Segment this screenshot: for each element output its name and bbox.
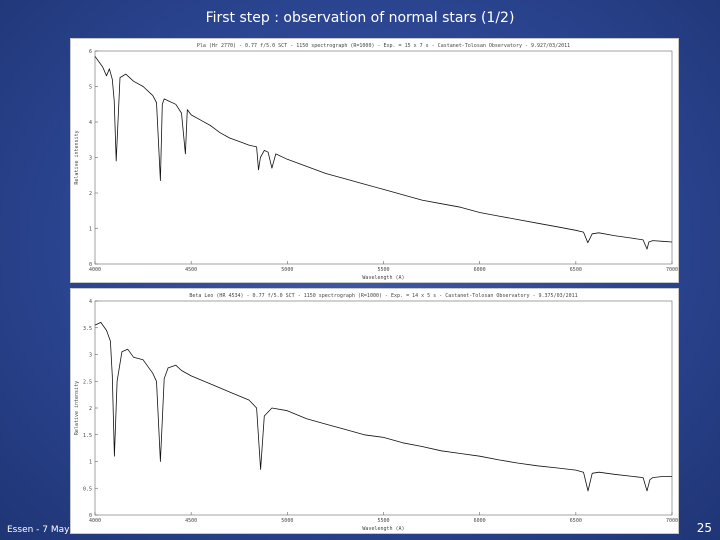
page-number: 25 <box>696 521 712 535</box>
x-tick-label: 6500 <box>570 518 582 524</box>
x-tick-label: 5000 <box>281 267 293 273</box>
x-tick-label: 7000 <box>666 267 678 273</box>
y-tick-label: 6 <box>89 49 92 55</box>
spectrum-line <box>94 56 673 250</box>
y-axis-label: Relative intensity <box>74 130 80 184</box>
x-tick-label: 6000 <box>474 518 486 524</box>
x-tick-label: 4500 <box>185 267 197 273</box>
x-tick-label: 4000 <box>89 267 101 273</box>
x-axis-label: Wavelength (A) <box>362 526 404 532</box>
y-tick-label: 3 <box>89 353 92 359</box>
chart-header: Pla (Hr 2770) - 0.77 f/5.0 SCT - 1150 sp… <box>197 43 570 49</box>
x-tick-label: 6500 <box>570 267 582 273</box>
spectrum-chart-top: Pla (Hr 2770) - 0.77 f/5.0 SCT - 1150 sp… <box>74 43 678 281</box>
x-tick-label: 4500 <box>185 518 197 524</box>
footer-text: Essen - 7 May 2 <box>7 525 79 535</box>
y-tick-label: 1 <box>89 460 92 466</box>
x-axis-label: Wavelength (A) <box>362 275 404 281</box>
y-tick-label: 1.5 <box>83 433 92 439</box>
spectrum-plot-bottom: Beta Leo (HR 4534) - 0.77 f/5.0 SCT - 11… <box>70 288 679 534</box>
y-tick-label: 1 <box>89 227 92 233</box>
x-tick-label: 5500 <box>377 518 389 524</box>
y-tick-label: 0 <box>89 262 92 268</box>
x-tick-label: 5000 <box>281 518 293 524</box>
plot-frame <box>94 50 673 265</box>
x-tick-label: 7000 <box>666 518 678 524</box>
chart-header: Beta Leo (HR 4534) - 0.77 f/5.0 SCT - 11… <box>189 293 577 299</box>
y-tick-label: 3.5 <box>83 326 92 332</box>
spectrum-plot-top: Pla (Hr 2770) - 0.77 f/5.0 SCT - 1150 sp… <box>70 38 679 283</box>
spectrum-chart-bottom: Beta Leo (HR 4534) - 0.77 f/5.0 SCT - 11… <box>74 293 678 532</box>
plot-frame <box>94 300 673 516</box>
y-axis-label: Relative intensity <box>74 381 80 435</box>
y-tick-label: 0 <box>89 513 92 519</box>
x-tick-label: 5500 <box>377 267 389 273</box>
slide-title: First step : observation of normal stars… <box>205 10 515 26</box>
y-tick-label: 2 <box>89 406 92 412</box>
y-tick-label: 5 <box>89 85 92 91</box>
y-tick-label: 2 <box>89 191 92 197</box>
y-tick-label: 0.5 <box>83 486 92 492</box>
spectrum-line <box>94 322 672 492</box>
x-tick-label: 6000 <box>474 267 486 273</box>
y-tick-label: 3 <box>89 156 92 162</box>
y-tick-label: 4 <box>89 299 92 305</box>
y-tick-label: 2.5 <box>83 379 92 385</box>
y-tick-label: 4 <box>89 120 92 126</box>
x-tick-label: 4000 <box>89 518 101 524</box>
